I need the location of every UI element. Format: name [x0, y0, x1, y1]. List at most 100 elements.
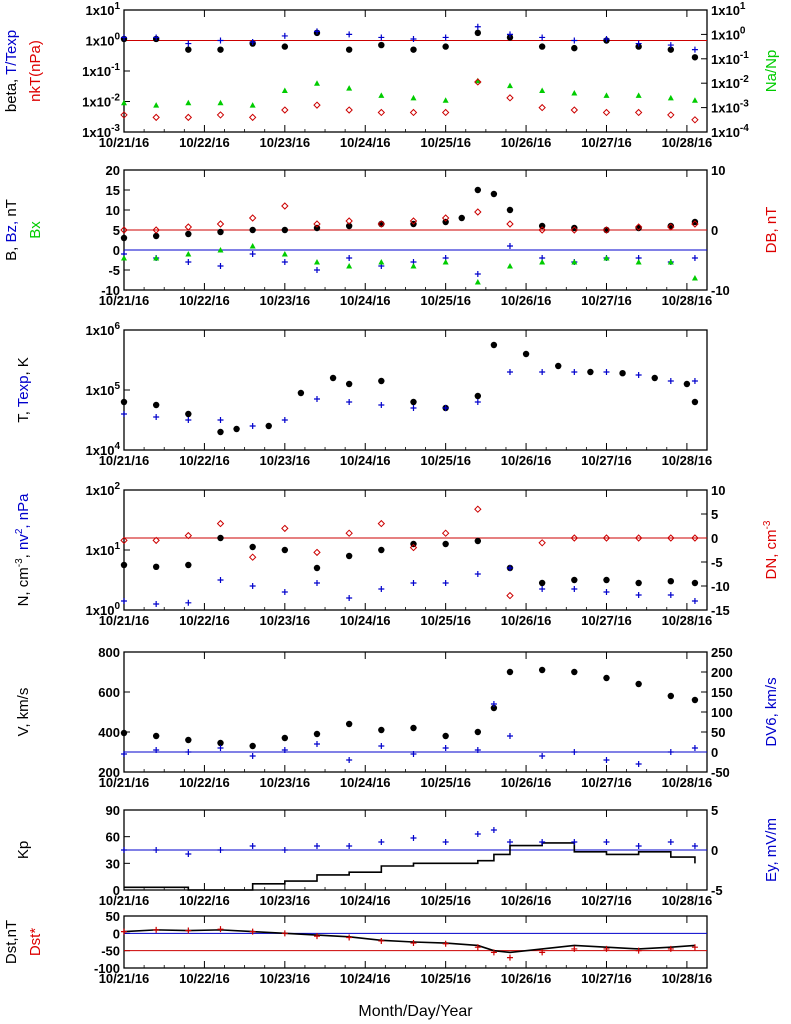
data-point [153, 255, 160, 261]
data-point [217, 577, 224, 583]
y-tick-label: 1x10-1 [82, 62, 120, 79]
x-tick-label: 10/27/16 [581, 893, 632, 908]
data-point [691, 696, 699, 704]
data-point [667, 222, 675, 230]
y-tick-label: -5 [108, 263, 120, 278]
y2-tick-label: 5 [711, 803, 718, 818]
y2-axis-label: Na/Np [763, 50, 780, 93]
y2-tick-label: 1x100 [711, 25, 746, 42]
data-point [345, 46, 353, 53]
data-point [281, 524, 289, 533]
y-tick-label: 1x10-3 [82, 123, 120, 140]
data-point [667, 259, 674, 265]
data-point [281, 106, 289, 114]
y-tick-label: 20 [106, 163, 120, 178]
data-point [313, 224, 321, 232]
y-axis-label: N, cm-3​, nv2​, nPa [14, 493, 32, 607]
y2-tick-label: 0 [711, 843, 718, 858]
data-point [603, 839, 610, 845]
x-tick-label: 10/21/16 [99, 893, 150, 908]
data-point [506, 668, 514, 676]
data-point [153, 102, 160, 108]
data-point [602, 534, 611, 542]
x-tick-label: 10/28/16 [662, 135, 713, 150]
data-point [281, 589, 288, 595]
y-tick-label: 30 [106, 856, 120, 871]
data-point [378, 377, 385, 385]
y-tick-label: 1x105 [86, 381, 121, 398]
data-point [410, 94, 417, 101]
data-point [249, 753, 256, 759]
data-point [506, 733, 513, 739]
data-point [683, 380, 691, 388]
data-point [249, 243, 256, 249]
x-tick-label: 10/23/16 [260, 775, 311, 790]
data-point [506, 839, 513, 845]
data-point [120, 226, 128, 234]
data-point [539, 753, 546, 759]
series-line [124, 842, 696, 891]
data-point [121, 928, 127, 935]
x-tick-label: 10/23/16 [260, 613, 311, 628]
data-point [313, 396, 320, 402]
data-point [570, 226, 579, 234]
data-point [378, 220, 385, 228]
data-point [635, 843, 642, 849]
y-axis-label: V, km/s [15, 688, 32, 737]
x-tick-label: 10/25/16 [420, 971, 471, 986]
data-point [539, 369, 546, 375]
y-tick-label: 1x102 [86, 481, 121, 498]
x-tick-label: 10/25/16 [420, 453, 471, 468]
data-point [233, 425, 240, 433]
y-tick-label: -10 [101, 283, 120, 298]
data-point [522, 350, 530, 358]
y-tick-label: 10 [106, 203, 120, 218]
x-tick-label: 10/21/16 [99, 453, 150, 468]
data-point [121, 34, 127, 41]
data-point [571, 668, 578, 676]
data-point [571, 586, 578, 592]
data-point [217, 37, 224, 44]
panel-4-frame [123, 489, 708, 611]
data-point [121, 255, 127, 261]
y2-tick-label: -15 [711, 603, 730, 618]
x-tick-label: 10/23/16 [260, 135, 311, 150]
series-line [123, 929, 695, 954]
data-point [442, 97, 449, 103]
data-point [538, 539, 546, 547]
data-point [410, 940, 417, 947]
data-point [474, 399, 481, 405]
data-point [313, 730, 321, 738]
data-point [248, 113, 257, 122]
data-point [667, 945, 674, 952]
data-point [377, 220, 386, 228]
data-point [691, 944, 698, 951]
data-point [667, 534, 675, 542]
x-tick-label: 10/25/16 [420, 135, 471, 150]
y-axis-label: T, Texp, K [15, 357, 32, 423]
data-point [571, 369, 578, 375]
data-point [217, 263, 224, 269]
data-point [216, 111, 225, 119]
data-point [313, 28, 320, 35]
data-point [378, 41, 385, 49]
data-point [184, 113, 193, 122]
data-point [217, 228, 224, 236]
data-point [185, 40, 192, 47]
data-point [410, 263, 417, 269]
data-point [281, 202, 289, 210]
y2-tick-label: 1x10-1 [711, 50, 749, 67]
data-point [378, 937, 385, 944]
data-point [602, 226, 611, 234]
data-point [539, 586, 546, 592]
y2-tick-label: 200 [711, 665, 733, 680]
y2-tick-label: -10 [711, 283, 730, 298]
data-point [458, 214, 465, 222]
data-point [474, 747, 481, 753]
data-point [345, 529, 353, 537]
data-point [691, 275, 698, 281]
data-point [441, 214, 450, 222]
data-point [474, 23, 481, 30]
y2-tick-label: -10 [711, 579, 730, 594]
x-tick-label: 10/26/16 [501, 775, 552, 790]
